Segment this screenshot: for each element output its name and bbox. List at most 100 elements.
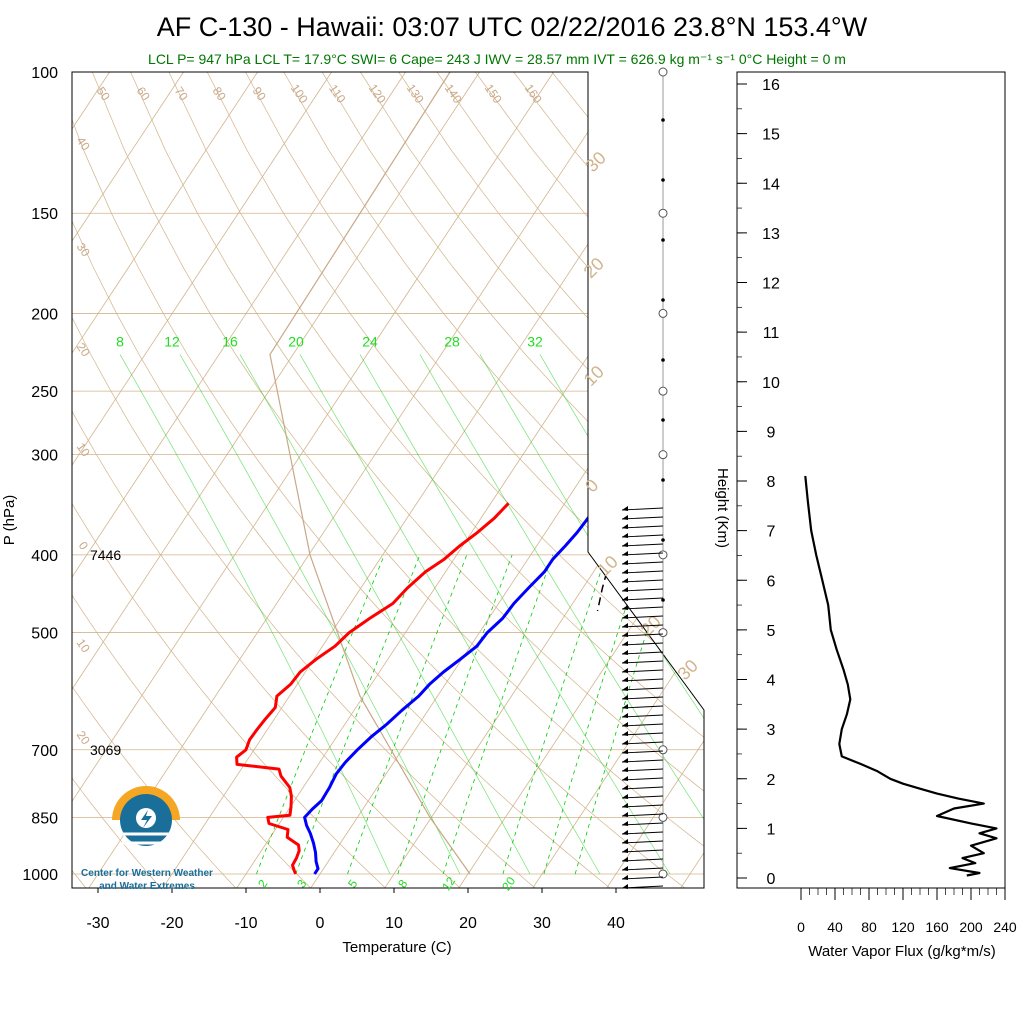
isotherm-label: 10 — [580, 362, 608, 390]
wind-barb — [621, 615, 664, 619]
dewpoint-line — [303, 502, 600, 875]
theta-label: 70 — [172, 84, 191, 103]
mixing-ratio-line — [347, 554, 468, 875]
wind-barb-flag — [622, 596, 628, 601]
wind-barb-flag — [622, 722, 628, 727]
dry-adiabat-line — [72, 72, 689, 888]
moist-adiabat-line — [419, 354, 704, 875]
wind-barb-flag — [622, 839, 628, 844]
wind-barb — [621, 831, 664, 835]
height-annotation: 3069 — [90, 742, 121, 758]
theta-label: 140 — [442, 81, 465, 106]
calm-circle-marker — [658, 628, 668, 638]
mixing-ratio-label: 32 — [527, 333, 543, 349]
pressure-tick-label: 850 — [31, 810, 58, 827]
isotherm-label: 0 — [581, 475, 602, 496]
wind-barb-flag — [622, 857, 628, 862]
flux-tick-label: 40 — [827, 919, 843, 935]
height-tick-label: 10 — [762, 375, 780, 392]
height-tick-label: 7 — [767, 524, 776, 541]
calm-circle-marker — [658, 208, 668, 218]
chart-title: AF C-130 - Hawaii: 03:07 UTC 02/22/2016 … — [157, 12, 868, 42]
height-tick-label: 2 — [767, 772, 776, 789]
wind-barb-flag — [622, 731, 628, 736]
wind-dot-marker — [661, 598, 665, 602]
wind-dot-marker — [661, 358, 665, 362]
pressure-tick-label: 400 — [31, 548, 58, 565]
temp-tick-label: 20 — [459, 915, 477, 932]
moist-adiabat-line — [479, 354, 704, 875]
pressure-tick-label: 1000 — [22, 867, 58, 884]
wind-barb-flag — [622, 785, 628, 790]
wind-barb-flag — [622, 524, 628, 529]
skewt-frame — [71, 71, 705, 889]
wind-barb — [621, 597, 664, 601]
isotherm-line — [72, 72, 258, 888]
dry-adiabat-line — [72, 72, 89, 888]
wind-barb — [621, 579, 664, 583]
wind-barb — [621, 624, 664, 628]
pressure-tick-label: 300 — [31, 448, 58, 465]
isotherm-line — [86, 72, 628, 888]
wind-barb — [621, 813, 664, 817]
wind-barb-flag — [622, 569, 628, 574]
theta-label: 160 — [522, 81, 545, 106]
dry-adiabat-line — [130, 72, 704, 888]
mixing-ratio-line — [574, 554, 672, 875]
isotherm-line — [72, 72, 406, 888]
height-tick-label: 15 — [762, 127, 780, 144]
isotherm-line — [72, 72, 554, 888]
wind-barb-flag — [622, 659, 628, 664]
height-tick-label: 11 — [763, 325, 780, 342]
wind-dot-marker — [661, 538, 665, 542]
mixing-ratio-label: 8 — [116, 333, 124, 349]
isotherm-line — [72, 72, 184, 888]
isotherm-line — [456, 72, 704, 888]
wind-barb — [621, 561, 664, 565]
pressure-tick-label: 250 — [31, 384, 58, 401]
moist-adiabat-line — [119, 354, 391, 875]
theta-label: 110 — [326, 82, 349, 106]
wind-barb — [621, 876, 664, 880]
height-tick-label: 8 — [767, 474, 776, 491]
mixing-ratio-label-bottom: 20 — [499, 874, 518, 893]
flux-tick-label: 120 — [891, 919, 915, 935]
wind-barb — [621, 759, 664, 763]
wind-barb-flag — [622, 740, 628, 745]
mixing-ratio-label-bottom: 12 — [439, 874, 458, 893]
wind-barb-flag — [622, 776, 628, 781]
wind-barb — [621, 795, 664, 799]
wind-barb — [621, 714, 664, 718]
wind-barb — [621, 588, 664, 592]
height-tick-label: 14 — [762, 176, 780, 193]
wind-barb-flag — [622, 704, 628, 709]
wind-barb-flag — [622, 641, 628, 646]
wind-barb-flag — [622, 668, 628, 673]
wind-barb — [621, 516, 664, 520]
temp-tick-label: -20 — [160, 915, 183, 932]
isotherm-line — [382, 72, 704, 888]
dry-adiabat-line — [283, 72, 704, 888]
isotherm-label: 10 — [594, 552, 622, 580]
wind-barb — [621, 705, 664, 709]
flux-tick-label: 160 — [925, 919, 949, 935]
wind-barb-column — [621, 67, 668, 889]
wind-barb-flag — [622, 821, 628, 826]
wind-barb-flag — [622, 686, 628, 691]
wind-barb-flag — [622, 506, 628, 511]
wind-barb — [621, 786, 664, 790]
calm-circle-marker — [658, 812, 668, 822]
dry-adiabat-line — [321, 72, 704, 888]
wind-barb — [621, 642, 664, 646]
moist-adiabat-line — [539, 354, 704, 875]
height-tick-label: 4 — [767, 673, 776, 690]
dry-adiabat-line — [360, 72, 704, 888]
wind-barb-flag — [622, 515, 628, 520]
wind-barb-flag — [622, 677, 628, 682]
mixing-ratio-line — [543, 554, 644, 875]
wind-barb-flag — [622, 794, 628, 799]
isotherm-line — [72, 72, 110, 888]
skewt-x-axis-title: Temperature (C) — [342, 939, 451, 956]
skewt-y-axis-title: P (hPa) — [1, 495, 18, 546]
wind-barb-flag — [622, 749, 628, 754]
